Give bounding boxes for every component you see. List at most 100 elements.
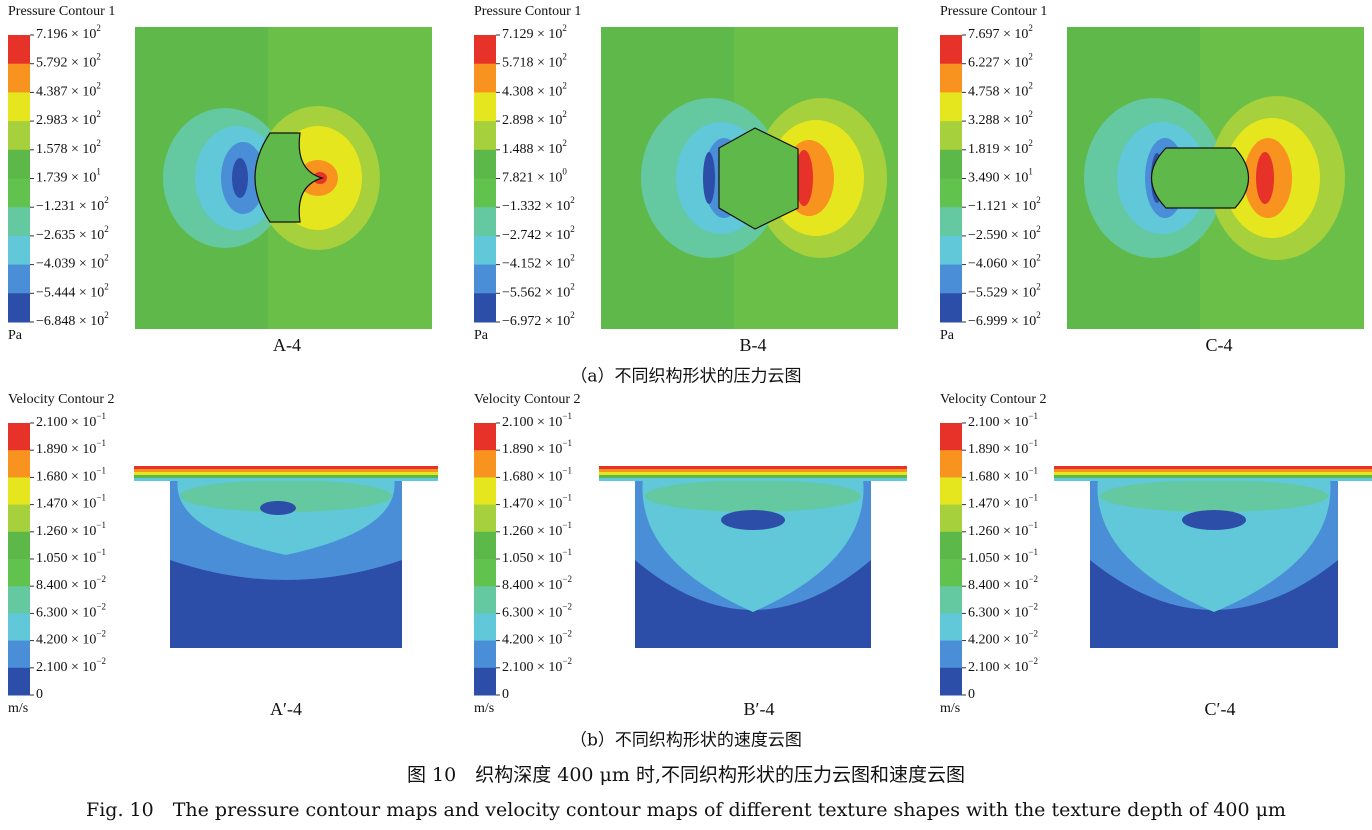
label-exp: −1 [96,493,106,503]
contour-region [232,158,248,198]
label-base: −4.060 × 10 [968,257,1036,272]
label-base: −5.529 × 10 [968,286,1036,301]
legend-swatch [8,35,30,65]
velocity-panel: Velocity Contour 22.100 × 10−11.890 × 10… [940,392,1372,719]
legend-title: Velocity Contour 2 [474,392,581,407]
legend-swatch [940,264,962,294]
shear-layer [599,475,907,478]
label-base: 1.470 × 10 [968,497,1028,512]
label-exp: 2 [1036,253,1041,263]
panel-caption: A-4 [273,335,301,355]
legend-swatch [8,264,30,294]
contour-region [1100,480,1328,512]
legend-swatch [474,293,496,323]
legend-swatch [474,613,496,642]
legend-label: 2.100 × 10−2 [502,656,572,675]
legend-label: 8.400 × 10−2 [36,574,106,593]
legend-label: 0 [968,687,975,702]
legend-label: 1.819 × 102 [968,138,1033,157]
label-exp: −2 [1028,601,1038,611]
legend-swatch [474,667,496,696]
unit: Pa [940,328,955,343]
legend-label: 1.050 × 10−1 [968,547,1038,566]
legend-label: −1.231 × 102 [36,195,109,214]
label-exp: −2 [1028,656,1038,666]
legend-swatch [474,264,496,294]
label-base: 4.387 × 10 [36,85,96,100]
legend-swatch [940,121,962,151]
shear-layer [1054,469,1372,472]
figure-caption: Fig. 10 The pressure contour maps and ve… [86,799,1286,821]
label-exp: 2 [562,23,567,33]
label-base: 5.792 × 10 [36,56,96,71]
label-base: 8.400 × 10 [968,578,1028,593]
legend-swatch [940,613,962,642]
label-exp: 2 [570,195,575,205]
legend-label: 1.260 × 10−1 [968,520,1038,539]
legend-label: 1.260 × 10−1 [502,520,572,539]
label-exp: 2 [96,80,101,90]
velocity-panel: Velocity Contour 22.100 × 10−11.890 × 10… [8,392,438,719]
label-base: 2.100 × 10 [968,660,1028,675]
shear-layer [134,475,438,478]
legend-swatch [8,92,30,122]
label-base: 1.890 × 10 [36,442,96,457]
legend-label: 8.400 × 10−2 [502,574,572,593]
legend-swatch [940,559,962,587]
label-exp: −1 [1028,520,1038,530]
label-base: 6.227 × 10 [968,56,1028,71]
label-exp: −1 [1028,411,1038,421]
label-base: 3.288 × 10 [968,113,1028,128]
label-exp: 2 [1036,281,1041,291]
legend-swatch [8,531,30,560]
legend-title: Pressure Contour 1 [8,4,115,19]
subcaption: （b）不同织构形状的速度云图 [570,731,802,751]
legend-swatch [8,613,30,642]
label-exp: 2 [562,80,567,90]
label-exp: 2 [1028,52,1033,62]
label-exp: −2 [1028,574,1038,584]
label-base: 1.488 × 10 [502,142,562,157]
legend-label: −5.529 × 102 [968,281,1041,300]
legend-title: Pressure Contour 1 [940,4,1047,19]
legend-label: 7.697 × 102 [968,23,1033,42]
panel-caption: B-4 [740,335,767,355]
label-exp: −2 [96,601,106,611]
label-exp: −2 [562,601,572,611]
label-exp: 2 [1036,224,1041,234]
legend-swatch [940,149,962,179]
label-exp: 2 [562,52,567,62]
contour-region [1097,478,1331,612]
unit: m/s [474,701,494,716]
contour-region [642,478,864,612]
label-base: 7.196 × 10 [36,27,96,42]
legend-label: −4.060 × 102 [968,253,1041,272]
legend-label: 4.758 × 102 [968,80,1033,99]
label-exp: −2 [562,656,572,666]
contour-region [180,480,392,512]
legend-label: 1.680 × 10−1 [968,465,1038,484]
legend-label: −2.590 × 102 [968,224,1041,243]
texture-outline [254,132,325,223]
legend-swatch [940,207,962,237]
legend-label: −4.152 × 102 [502,253,575,272]
legend-label: 1.578 × 102 [36,138,101,157]
label-base: 1.050 × 10 [36,551,96,566]
legend-label: −6.848 × 102 [36,310,109,329]
label-base: −5.444 × 10 [36,286,104,301]
legend-title: Velocity Contour 2 [8,392,115,407]
label-exp: −2 [1028,629,1038,639]
legend-swatch [940,586,962,614]
label-exp: 2 [570,281,575,291]
legend-label: 6.300 × 10−2 [968,601,1038,620]
label-base: 1.890 × 10 [502,442,562,457]
label-exp: −2 [562,574,572,584]
texture-outline [1151,147,1249,209]
label-exp: −1 [1028,438,1038,448]
legend-title: Pressure Contour 1 [474,4,581,19]
texture-outline [718,127,799,230]
label-exp: 2 [1028,109,1033,119]
label-exp: −1 [562,438,572,448]
legend-label: 3.288 × 102 [968,109,1033,128]
contour-region [721,510,785,530]
